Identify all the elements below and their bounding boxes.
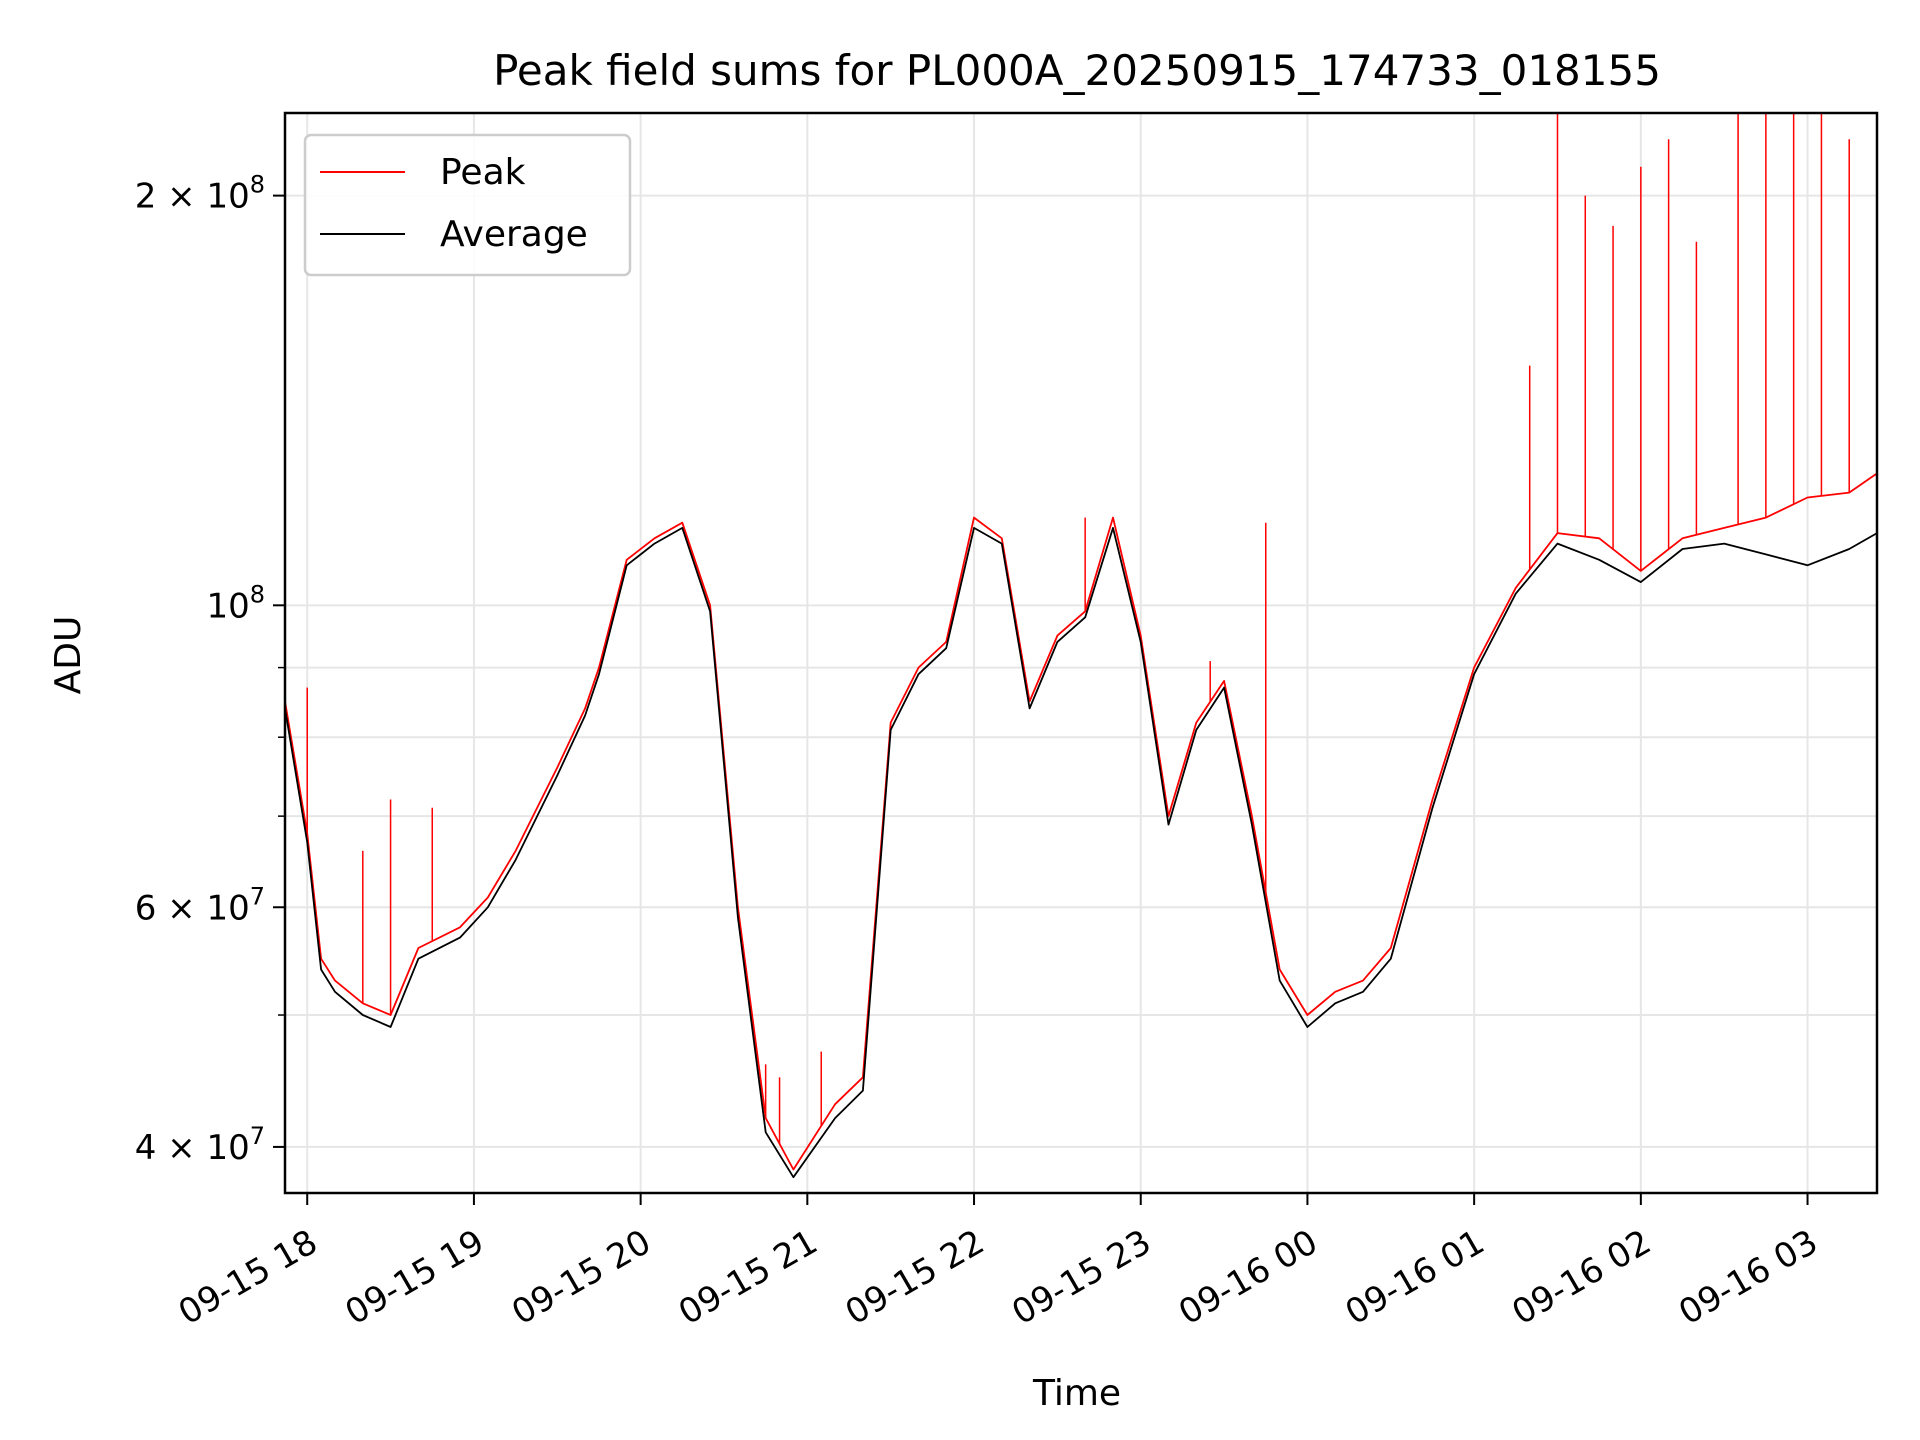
y-tick-label: 6 × 107	[135, 882, 265, 928]
y-tick-label: 4 × 107	[135, 1122, 265, 1168]
legend-label-peak: Peak	[440, 152, 526, 193]
series-peak	[285, 113, 1877, 1171]
y-axis: 4 × 107 6 × 107 108 2 × 108	[135, 171, 285, 1168]
chart-title: Peak field sums for PL000A_20250915_1747…	[493, 46, 1661, 95]
series-average	[285, 527, 1877, 1179]
legend-label-average: Average	[440, 214, 588, 255]
plot-frame	[283, 111, 1879, 1195]
y-tick-label: 108	[206, 580, 265, 626]
series-line-average	[285, 527, 1877, 1179]
y-tick-label: 2 × 108	[135, 171, 265, 217]
legend-box	[303, 133, 632, 277]
series-layer	[285, 113, 1877, 1179]
y-axis-label: ADU	[48, 616, 89, 695]
x-axis-label: Time	[1032, 1373, 1121, 1414]
legend: Peak Average	[303, 133, 632, 277]
